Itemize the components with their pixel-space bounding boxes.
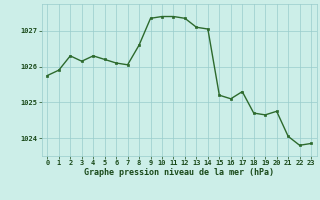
X-axis label: Graphe pression niveau de la mer (hPa): Graphe pression niveau de la mer (hPa) xyxy=(84,168,274,177)
